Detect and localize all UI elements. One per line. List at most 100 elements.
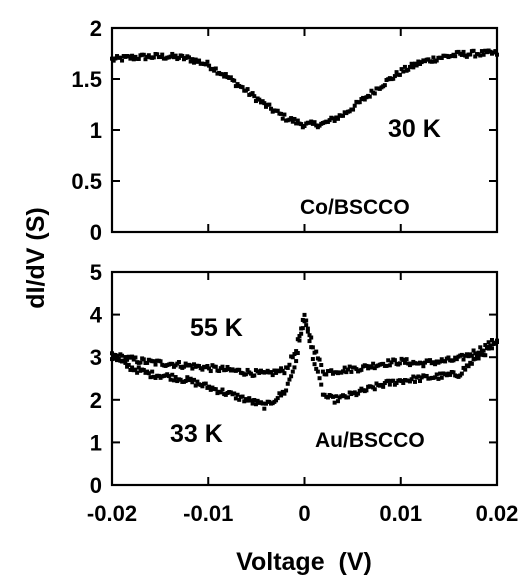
data-point [188,376,193,381]
top-y-tick-label: 0 [90,220,102,245]
data-point [416,59,421,64]
data-point [474,353,479,358]
data-point [329,368,334,373]
data-point [481,348,486,353]
data-point [399,67,404,72]
data-point [200,384,205,389]
data-point [357,100,362,105]
data-point [312,120,317,125]
data-point [451,358,456,363]
top-y-tick-label: 2 [90,16,102,41]
data-point [180,53,185,58]
data-point [220,72,225,77]
data-point [300,326,305,331]
data-point [332,400,337,405]
data-point [207,63,212,68]
data-point [255,398,260,403]
data-point [252,397,257,402]
data-point [260,401,265,406]
data-point [143,57,148,62]
data-point [170,372,175,377]
data-point [299,122,304,127]
data-point [416,374,421,379]
bottom-y-tick-label: 1 [90,430,102,455]
data-point [267,102,272,107]
annotation-30k: 30 K [388,115,441,143]
data-point [453,54,458,59]
data-point [332,118,337,123]
data-point [341,113,345,118]
data-point [351,107,356,112]
data-point [277,369,282,374]
top-panel-ticks [111,27,498,233]
data-point [372,387,377,392]
data-point [439,56,444,61]
data-point [247,396,252,401]
data-point [148,375,153,380]
data-point [359,367,364,372]
data-point [290,369,295,374]
data-point [187,55,191,60]
data-point [294,121,299,126]
data-point [342,365,347,370]
data-point [454,357,459,362]
data-point [183,378,188,383]
data-point [282,112,287,117]
data-point [349,369,354,374]
data-point [128,56,133,61]
data-point [297,334,302,339]
data-point [248,371,253,376]
data-point [392,74,397,79]
data-point [459,52,464,57]
data-point [295,118,300,123]
data-point [285,365,290,370]
data-point [237,397,242,402]
data-point [225,364,230,369]
data-point [401,69,406,74]
data-point [386,378,391,383]
x-tick-label: 0 [298,501,310,526]
data-point [130,365,135,370]
data-point [123,360,128,365]
data-point [262,101,267,106]
data-point [304,323,309,328]
data-point [431,55,436,60]
data-point [335,116,340,121]
data-point [168,54,173,59]
data-point [407,379,412,384]
data-point [245,398,250,403]
data-point [473,356,478,361]
data-point [228,75,233,80]
data-point [237,367,242,372]
data-point [319,363,324,368]
data-point [295,351,300,356]
data-point [257,370,262,375]
data-point [356,391,361,396]
data-point [274,370,279,375]
data-point [402,64,407,69]
data-point [478,345,483,350]
data-point [279,393,284,398]
data-point [240,394,245,399]
data-point [459,352,464,357]
data-point [307,333,312,338]
top-panel: 0 0.5 1 1.5 2 30 K Co/BSCCO [71,16,499,245]
data-point [438,359,443,364]
data-point [222,74,227,79]
data-point [125,357,130,362]
data-point [223,72,228,77]
data-point [275,108,280,113]
data-point [274,398,279,403]
data-point [382,83,387,88]
data-point [173,53,178,58]
data-point [212,68,217,73]
annotation-co-bscco: Co/BSCCO [300,196,410,219]
data-point [407,64,412,69]
data-point [310,357,315,362]
data-point [113,355,118,360]
data-point [302,312,307,317]
data-point [369,365,374,370]
data-point [409,61,414,66]
data-point [489,346,494,351]
data-point [401,380,406,385]
